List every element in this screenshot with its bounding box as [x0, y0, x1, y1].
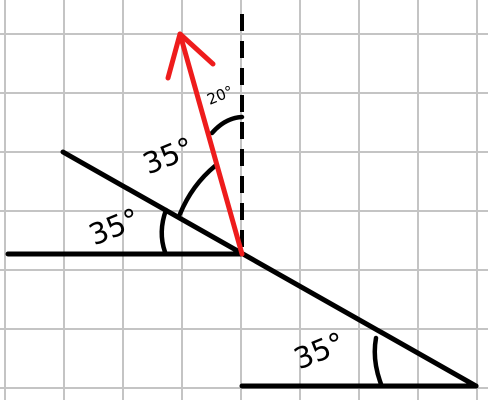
angle-arc-bottom [372, 335, 384, 387]
incline-line [60, 149, 479, 389]
arrow-head-icon [165, 31, 216, 81]
angle-arc-small [209, 114, 245, 136]
angle-arc-left [159, 207, 169, 255]
angle-arc-upper [177, 163, 218, 217]
arrow-shaft [177, 31, 245, 257]
force-arrow [165, 31, 245, 257]
